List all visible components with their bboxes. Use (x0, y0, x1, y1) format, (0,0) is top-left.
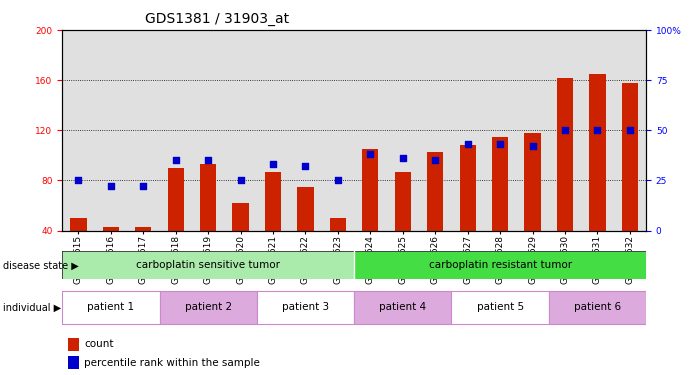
Text: carboplatin resistant tumor: carboplatin resistant tumor (428, 260, 571, 270)
Bar (168, 168, 184, 231)
Point (397, 155, 408, 161)
Text: percentile rank within the sample: percentile rank within the sample (84, 358, 261, 368)
Point (625, 128, 636, 134)
Bar (160, 291, 257, 324)
Bar (62, 291, 160, 324)
Bar (589, 74, 605, 231)
Text: individual ▶: individual ▶ (3, 303, 61, 312)
Point (235, 177, 246, 183)
Text: patient 6: patient 6 (574, 303, 621, 312)
Bar (232, 203, 249, 231)
Bar (257, 291, 354, 324)
Bar (265, 172, 281, 231)
Bar (492, 136, 508, 231)
Bar (549, 291, 646, 324)
Point (105, 183, 116, 189)
Bar (557, 78, 573, 231)
Bar (297, 187, 314, 231)
Bar (451, 291, 549, 324)
Text: patient 1: patient 1 (87, 303, 135, 312)
Bar (62, 251, 354, 279)
Bar (200, 164, 216, 231)
Bar (354, 291, 451, 324)
Bar (395, 172, 411, 231)
Bar (354, 251, 646, 279)
Text: count: count (84, 339, 114, 349)
Bar (135, 227, 151, 231)
Point (138, 183, 149, 189)
Text: patient 2: patient 2 (184, 303, 231, 312)
Text: patient 5: patient 5 (477, 303, 524, 312)
Point (592, 128, 603, 134)
Text: carboplatin sensitive tumor: carboplatin sensitive tumor (136, 260, 280, 270)
Point (430, 158, 441, 164)
Text: patient 4: patient 4 (379, 303, 426, 312)
Bar (622, 82, 638, 231)
Text: GDS1381 / 31903_at: GDS1381 / 31903_at (145, 12, 290, 26)
Point (300, 164, 311, 170)
Point (365, 152, 376, 157)
Bar (524, 133, 540, 231)
Bar (330, 218, 346, 231)
Text: patient 3: patient 3 (282, 303, 329, 312)
Point (170, 158, 181, 164)
Bar (68, 356, 79, 369)
Bar (362, 149, 379, 231)
Point (267, 161, 278, 167)
Bar (460, 146, 476, 231)
Point (332, 177, 343, 183)
Point (73, 177, 84, 183)
Bar (427, 152, 444, 231)
Bar (70, 218, 86, 231)
Point (560, 128, 571, 134)
Bar (103, 227, 119, 231)
Text: disease state ▶: disease state ▶ (3, 260, 79, 270)
Point (462, 141, 473, 147)
Point (495, 141, 506, 147)
Bar (68, 338, 79, 351)
Point (527, 143, 538, 149)
Point (202, 158, 214, 164)
